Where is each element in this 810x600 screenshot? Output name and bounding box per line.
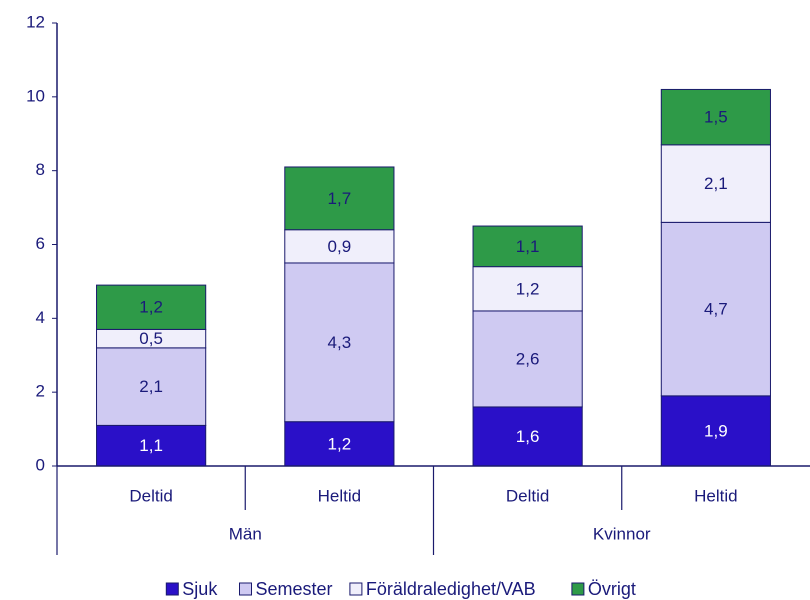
group-label: Kvinnor bbox=[593, 524, 651, 543]
value-label: 1,6 bbox=[516, 427, 540, 446]
bar-segment bbox=[660, 88, 771, 146]
bar-segment bbox=[96, 284, 207, 330]
y-tick-label: 0 bbox=[36, 455, 45, 474]
x-tick-label: Heltid bbox=[318, 486, 361, 505]
value-label: 0,9 bbox=[328, 237, 352, 256]
bar-segment bbox=[472, 310, 583, 408]
bar-segment bbox=[284, 229, 395, 264]
y-tick-label: 8 bbox=[36, 160, 45, 179]
value-label: 0,5 bbox=[139, 329, 163, 348]
bar-segment bbox=[284, 421, 395, 467]
y-tick-label: 2 bbox=[36, 382, 45, 401]
value-label: 1,2 bbox=[516, 279, 540, 298]
value-label: 2,1 bbox=[704, 174, 728, 193]
y-tick-label: 10 bbox=[26, 86, 45, 105]
x-tick-label: Deltid bbox=[129, 486, 172, 505]
x-tick-label: Deltid bbox=[506, 486, 549, 505]
bar-segment bbox=[472, 406, 583, 467]
value-label: 1,7 bbox=[328, 189, 352, 208]
x-tick-label: Heltid bbox=[694, 486, 737, 505]
value-label: 4,3 bbox=[328, 333, 352, 352]
legend-swatch bbox=[571, 582, 585, 596]
bar-segment bbox=[472, 225, 583, 268]
value-label: 2,1 bbox=[139, 377, 163, 396]
legend-label: Sjuk bbox=[182, 579, 218, 599]
y-tick-label: 6 bbox=[36, 234, 45, 253]
bar-segment bbox=[284, 262, 395, 423]
value-label: 1,5 bbox=[704, 108, 728, 127]
value-label: 1,2 bbox=[328, 434, 352, 453]
value-label: 2,6 bbox=[516, 349, 540, 368]
bar-segment bbox=[472, 266, 583, 312]
legend-swatch bbox=[349, 582, 363, 596]
y-tick-label: 12 bbox=[26, 12, 45, 31]
legend-swatch bbox=[239, 582, 252, 596]
legend-label: Övrigt bbox=[588, 579, 636, 599]
value-label: 1,1 bbox=[516, 237, 540, 256]
legend-swatch bbox=[165, 582, 179, 596]
group-label: Män bbox=[229, 524, 262, 543]
value-label: 1,2 bbox=[139, 298, 163, 317]
value-label: 1,1 bbox=[139, 436, 163, 455]
bar-segment bbox=[660, 221, 771, 397]
bar-segment bbox=[96, 347, 207, 426]
bar-segment bbox=[284, 166, 395, 231]
y-tick-label: 4 bbox=[36, 308, 45, 327]
value-label: 1,9 bbox=[704, 421, 728, 440]
legend-label: Föräldraledighet/VAB bbox=[366, 579, 536, 599]
bar-segment bbox=[660, 395, 771, 467]
value-label: 4,7 bbox=[704, 300, 728, 319]
legend-label: Semester bbox=[256, 579, 333, 599]
